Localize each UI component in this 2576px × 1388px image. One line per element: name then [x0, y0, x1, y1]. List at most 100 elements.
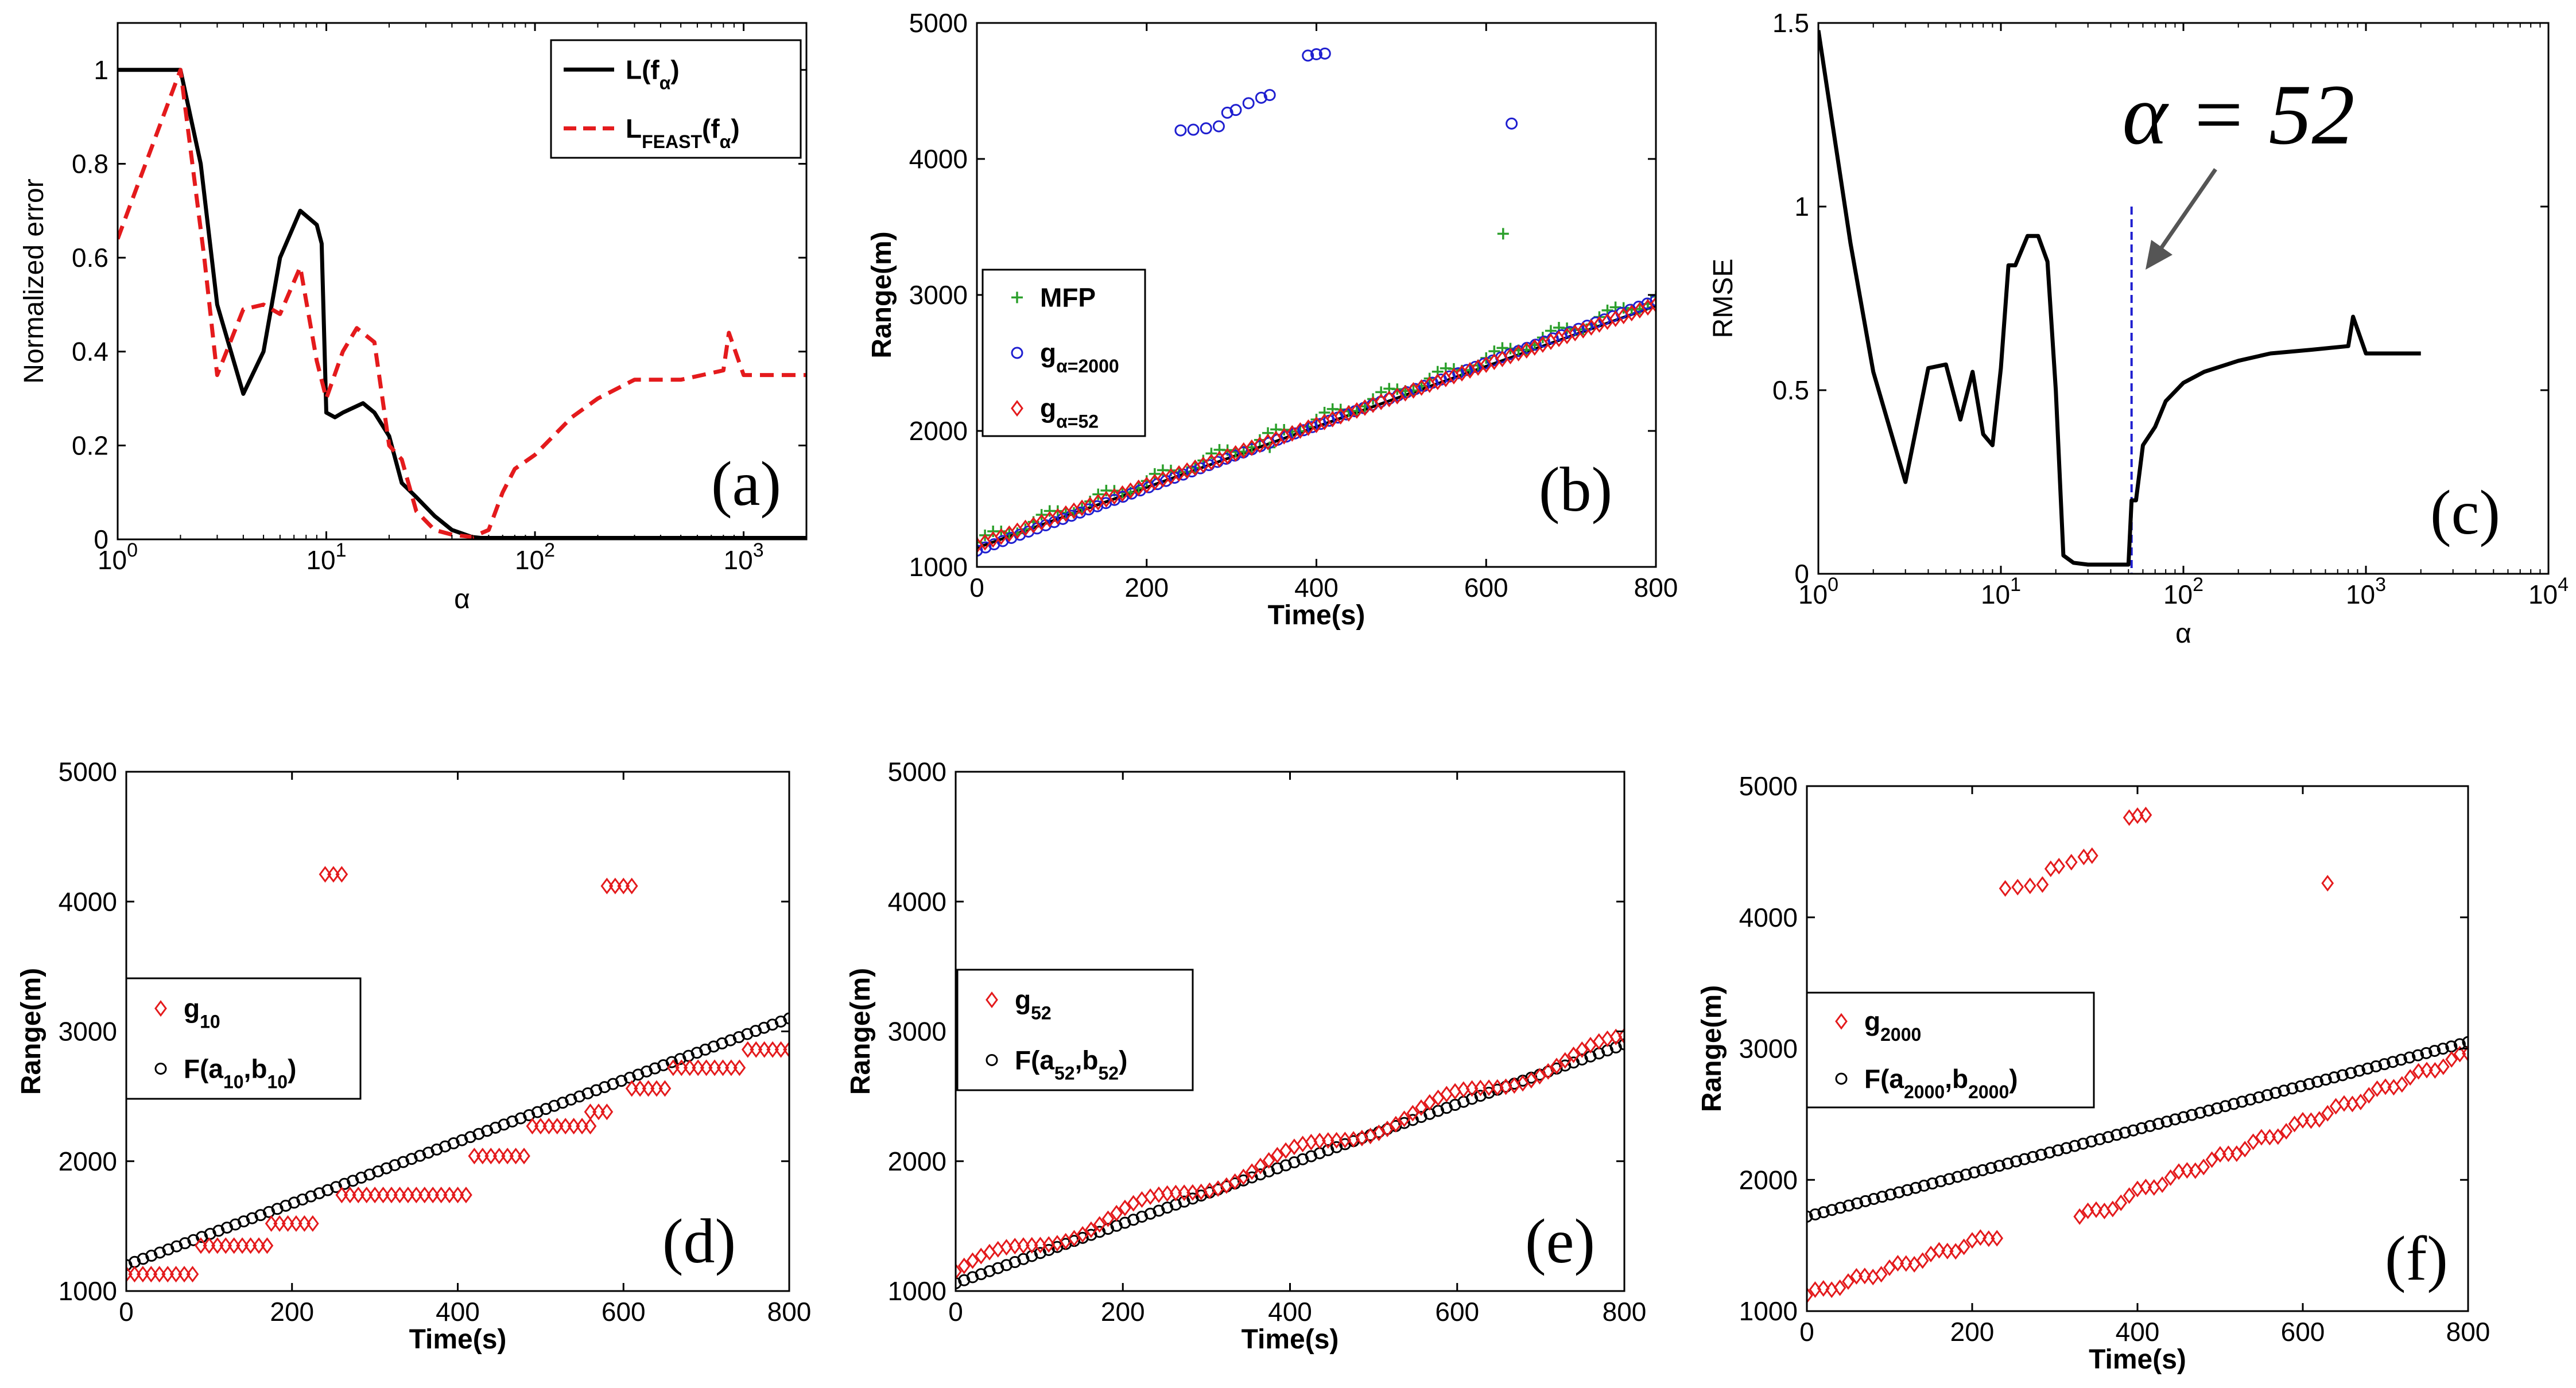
- data-point: [2169, 1113, 2182, 1126]
- y-tick-label: 1000: [1739, 1296, 1798, 1326]
- data-point: [2065, 854, 2078, 871]
- data-point: [1263, 89, 1276, 102]
- y-tick-label: 0: [94, 524, 108, 554]
- data-point: [484, 1148, 498, 1165]
- x-tick-label-base: 0: [119, 1297, 134, 1327]
- data-point: [2328, 1071, 2341, 1084]
- data-point: [236, 1237, 249, 1254]
- data-point: [1859, 1195, 1872, 1207]
- legend-text: (f: [702, 114, 720, 143]
- data-point: [956, 1263, 962, 1280]
- data-point: [426, 1187, 440, 1204]
- data-point: [211, 1237, 224, 1254]
- data-point: [1999, 880, 2012, 897]
- y-tick-label: 2000: [59, 1146, 117, 1176]
- data-point: [1169, 1184, 1182, 1202]
- legend-text: ): [731, 114, 739, 143]
- data-point: [2420, 1062, 2433, 1079]
- data-point: [2321, 874, 2334, 892]
- data-point: [2395, 1076, 2408, 1093]
- legend-label: gα=52: [1040, 394, 1099, 432]
- x-tick-label-base: 200: [1950, 1317, 1995, 1347]
- data-point: [377, 1187, 390, 1204]
- data-point: [2338, 1095, 2350, 1112]
- data-point: [608, 877, 622, 895]
- y-axis-label: Range(m): [867, 231, 897, 358]
- x-tick-label-base: 200: [1124, 573, 1169, 602]
- x-tick-label-exponent: 3: [2375, 574, 2386, 596]
- y-tick-label: 0.2: [72, 430, 108, 460]
- data-point: [2123, 1187, 2136, 1204]
- data-point: [1807, 1210, 1813, 1223]
- y-tick-label: 0.8: [72, 149, 108, 178]
- y-axis-label: Range(m): [845, 968, 876, 1095]
- legend-subscript: 2000: [1968, 1082, 2009, 1102]
- data-point: [518, 1148, 530, 1165]
- series-g10: [126, 866, 789, 1283]
- data-point: [584, 1103, 597, 1121]
- panel-label: (d): [662, 1206, 736, 1276]
- data-point: [385, 1187, 398, 1204]
- y-tick-label: 5000: [909, 8, 968, 38]
- data-point: [2093, 1133, 2106, 1146]
- data-point: [2345, 1067, 2357, 1079]
- x-tick-label: 0: [948, 1297, 963, 1327]
- data-point: [1242, 97, 1255, 110]
- data-point: [650, 1080, 663, 1097]
- data-point: [2230, 1145, 2243, 1163]
- data-point: [1858, 1268, 1871, 1285]
- data-point: [2085, 1135, 2098, 1148]
- alpha-annotation: α = 52: [2123, 67, 2355, 162]
- data-point: [1876, 1191, 1888, 1203]
- data-point: [2043, 1146, 2056, 1159]
- data-point: [1850, 1268, 1863, 1285]
- x-tick-label: 400: [436, 1297, 480, 1327]
- data-point: [2294, 1080, 2307, 1092]
- data-point: [550, 1118, 564, 1135]
- data-point: [1406, 1105, 1419, 1122]
- legend-marker: [154, 1063, 167, 1075]
- legend-label: F(a52,b52): [1015, 1045, 1127, 1084]
- data-point: [335, 1187, 348, 1204]
- x-tick-label: 102: [2163, 574, 2203, 609]
- x-tick-label-base: 600: [1464, 573, 1508, 602]
- data-point: [1389, 1115, 1402, 1133]
- data-point: [634, 1080, 647, 1097]
- data-point: [1891, 1255, 1904, 1272]
- x-tick-label-base: 10: [306, 545, 335, 575]
- data-point: [1025, 1237, 1038, 1254]
- y-tick-label: 3000: [888, 1017, 946, 1047]
- legend-subscript: 52: [1031, 1003, 1052, 1024]
- x-tick-label: 100: [1798, 574, 1838, 609]
- x-tick-label: 200: [270, 1297, 314, 1327]
- data-point: [1817, 1280, 1830, 1297]
- data-point: [1901, 1184, 1914, 1196]
- data-point: [559, 1118, 572, 1135]
- legend-box: [956, 969, 1194, 1091]
- y-tick-label: 1: [1794, 192, 1809, 221]
- x-tick-label-exponent: 0: [1828, 574, 1838, 596]
- legend-subscript: 10: [223, 1072, 244, 1092]
- series-F(a2000,b2000): [1807, 1036, 2468, 1223]
- panel-label: (f): [2385, 1223, 2448, 1293]
- data-point: [2296, 1111, 2309, 1129]
- x-tick-label: 0: [1799, 1317, 1814, 1347]
- data-point: [2353, 1064, 2365, 1077]
- legend-label: F(a10,b10): [184, 1054, 296, 1092]
- y-tick-label: 4000: [909, 144, 968, 174]
- data-point: [1567, 1046, 1580, 1063]
- data-point: [2437, 1058, 2450, 1075]
- data-point: [2053, 858, 2066, 875]
- data-point: [1650, 294, 1656, 306]
- data-point: [600, 877, 614, 895]
- data-point: [2181, 1162, 2194, 1179]
- data-point: [2271, 1128, 2284, 1145]
- data-point: [306, 1215, 319, 1232]
- x-tick-label: 200: [1950, 1317, 1995, 1347]
- x-tick-label-base: 600: [2281, 1317, 2325, 1347]
- data-point: [2139, 806, 2152, 823]
- data-point: [1491, 1079, 1504, 1096]
- x-tick-label-base: 0: [948, 1297, 963, 1327]
